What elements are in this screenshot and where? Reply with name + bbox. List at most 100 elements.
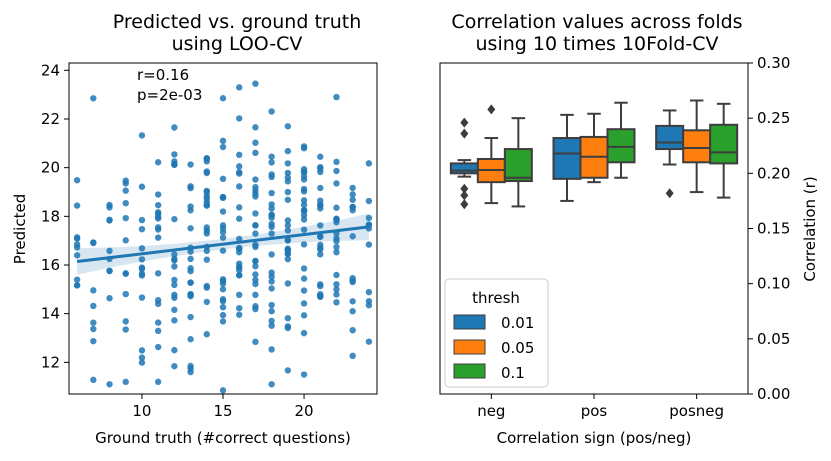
- scatter-point: [252, 176, 259, 183]
- scatter-point: [171, 263, 178, 270]
- scatter-point: [365, 297, 373, 305]
- scatter-point: [90, 337, 97, 345]
- box-neg-0.05: [476, 104, 506, 205]
- scatter-point: [154, 270, 162, 277]
- scatter-point: [219, 247, 227, 254]
- scatter-point: [333, 243, 340, 251]
- scatter-point: [252, 263, 259, 270]
- scatter-point: [122, 290, 129, 298]
- legend-title: thresh: [472, 289, 520, 307]
- scatter-point: [268, 108, 275, 115]
- scatter-point: [317, 153, 324, 160]
- scatter-point: [122, 326, 129, 333]
- scatter-point: [219, 277, 227, 285]
- scatter-point: [333, 158, 340, 166]
- scatter-point: [219, 387, 227, 394]
- scatter-point: [268, 269, 275, 276]
- scatter-point: [268, 285, 275, 292]
- scatter-point: [300, 168, 308, 176]
- box-y-tick-label: 0.20: [757, 164, 790, 182]
- scatter-point: [171, 215, 178, 223]
- scatter-point: [171, 251, 178, 258]
- scatter-point: [219, 298, 227, 305]
- scatter-x-tick-label: 20: [295, 402, 314, 420]
- scatter-point: [317, 281, 324, 288]
- scatter-point: [219, 318, 227, 325]
- scatter-point: [138, 256, 146, 263]
- scatter-point: [122, 378, 129, 386]
- scatter-point: [300, 287, 308, 294]
- scatter-point: [106, 204, 113, 211]
- scatter-point: [154, 319, 162, 326]
- scatter-point: [349, 274, 356, 282]
- scatter-point: [365, 338, 373, 345]
- scatter-point: [138, 216, 146, 224]
- scatter-x-tick-label: 15: [213, 402, 232, 420]
- legend-label-0.1: 0.1: [501, 364, 525, 382]
- box-y-tick-label: 0.05: [757, 330, 790, 348]
- scatter-point: [90, 325, 97, 333]
- scatter-point: [317, 232, 324, 240]
- scatter-point: [236, 84, 243, 91]
- scatter-point: [122, 237, 129, 244]
- pvalue-annotation: p=2e-03: [137, 86, 202, 104]
- scatter-point: [73, 234, 81, 241]
- scatter-point: [236, 311, 243, 318]
- scatter-point: [349, 298, 356, 305]
- scatter-point: [333, 215, 340, 223]
- scatter-point: [236, 204, 243, 211]
- scatter-point: [252, 280, 259, 288]
- scatter-point: [252, 230, 259, 237]
- scatter-point: [187, 248, 194, 255]
- scatter-point: [268, 278, 275, 285]
- scatter-y-tick-label: 14: [41, 305, 60, 323]
- scatter-point: [268, 251, 275, 258]
- scatter-point: [171, 346, 178, 354]
- scatter-point: [300, 226, 308, 233]
- scatter-y-tick-label: 12: [41, 353, 60, 371]
- scatter-point: [333, 281, 340, 288]
- scatter-y-ticks: 12 14 16 18 20 22 24: [41, 61, 69, 371]
- scatter-point: [154, 159, 162, 166]
- scatter-point: [252, 271, 259, 278]
- scatter-point: [333, 235, 340, 242]
- scatter-point: [138, 272, 146, 279]
- scatter-point: [203, 187, 210, 195]
- scatter-point: [219, 137, 227, 145]
- scatter-point: [219, 95, 227, 102]
- scatter-point: [203, 227, 210, 234]
- scatter-point: [219, 143, 227, 151]
- scatter-point: [122, 270, 129, 277]
- scatter-point: [300, 197, 308, 204]
- scatter-point: [284, 147, 292, 155]
- scatter-point: [365, 197, 373, 205]
- scatter-point: [268, 308, 275, 315]
- scatter-point: [106, 267, 113, 274]
- scatter-point: [349, 352, 356, 360]
- scatter-y-tick-label: 22: [41, 110, 60, 128]
- scatter-point: [300, 329, 308, 337]
- scatter-point: [73, 276, 81, 283]
- scatter-point: [154, 226, 162, 233]
- scatter-point: [154, 378, 162, 386]
- scatter-point: [284, 169, 292, 177]
- scatter-point: [236, 115, 243, 122]
- scatter-point: [284, 174, 292, 181]
- scatter-point: [268, 301, 275, 309]
- scatter-point: [138, 265, 146, 273]
- scatter-point: [106, 381, 113, 388]
- scatter-point: [252, 305, 259, 313]
- scatter-point: [90, 95, 97, 102]
- scatter-point: [90, 376, 97, 384]
- scatter-y-tick-label: 16: [41, 256, 60, 274]
- scatter-point: [122, 199, 129, 207]
- scatter-point: [284, 237, 292, 244]
- scatter-point: [203, 192, 210, 200]
- scatter-point: [333, 299, 340, 306]
- box-posneg-0.01: [655, 109, 685, 199]
- flier-point: [460, 190, 469, 201]
- scatter-point: [187, 368, 194, 376]
- box-x-tick-label: posneg: [669, 402, 724, 420]
- scatter-point: [236, 244, 243, 252]
- scatter-point: [138, 245, 146, 252]
